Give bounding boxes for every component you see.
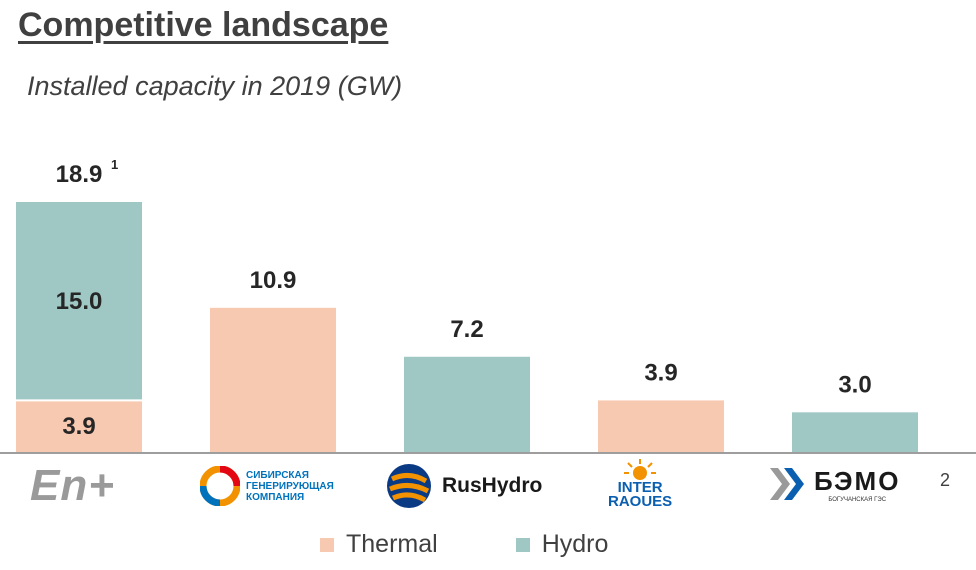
legend-swatch-hydro (515, 537, 530, 552)
bemo-logo: БЭМО БОГУЧАНСКАЯ ГЭС (768, 454, 900, 514)
chart-legend: Thermal Hydro (320, 530, 686, 559)
total-label-3: 3.9 (644, 359, 677, 386)
total-label-2: 7.2 (450, 316, 483, 343)
bar-chart: 3.9 15.0 18.9 1 10.9 7.2 3.9 3.0 (0, 157, 976, 454)
data-label-thermal-0: 3.9 (62, 413, 95, 440)
sgk-icon (200, 466, 240, 506)
data-label-hydro-0: 15.0 (56, 288, 103, 315)
enplus-logo: En+ (30, 456, 115, 516)
enplus-logo-text: En+ (30, 461, 115, 510)
page-number: 2 (940, 470, 951, 490)
sgk-logo-line1: СИБИРСКАЯ (246, 469, 309, 481)
bar-thermal-0 (16, 400, 142, 452)
bar-thermal-3 (598, 400, 724, 452)
sgk-logo-line3: КОМПАНИЯ (246, 491, 305, 503)
legend-label-thermal: Thermal (346, 530, 438, 558)
bar-hydro-0 (16, 202, 142, 401)
chart-subtitle: Installed capacity in 2019 (GW) (27, 71, 403, 101)
footnote-mark-0: 1 (111, 157, 118, 172)
page-title: Competitive landscape (18, 6, 389, 44)
inter-rao-sun-icon (624, 459, 657, 480)
sgk-logo-line2: ГЕНЕРИРУЮЩАЯ (246, 480, 334, 492)
bemo-logo-caption: БОГУЧАНСКАЯ ГЭС (828, 496, 887, 503)
sgk-logo: СИБИРСКАЯ ГЕНЕРИРУЮЩАЯ КОМПАНИЯ (200, 456, 334, 516)
rushydro-logo: RusHydro (384, 456, 542, 516)
inter-rao-line1: INTER (617, 479, 663, 496)
inter-rao-logo: INTER RAOUES (608, 454, 672, 514)
rushydro-logo-text: RusHydro (442, 474, 543, 497)
bar-hydro-4 (792, 412, 918, 452)
total-label-0: 18.9 (56, 161, 103, 188)
bemo-icon (770, 468, 804, 500)
bar-thermal-1 (210, 307, 336, 452)
legend-item-hydro: Hydro (515, 530, 609, 559)
rushydro-icon (387, 464, 431, 508)
bar-hydro-2 (404, 356, 530, 452)
bemo-logo-text: БЭМО (814, 465, 901, 496)
total-label-1: 10.9 (250, 267, 297, 294)
total-label-4: 3.0 (838, 371, 871, 398)
legend-item-thermal: Thermal (320, 530, 438, 559)
inter-rao-line2: RAOUES (608, 493, 673, 510)
legend-swatch-thermal (320, 537, 334, 552)
legend-label-hydro: Hydro (541, 530, 609, 558)
